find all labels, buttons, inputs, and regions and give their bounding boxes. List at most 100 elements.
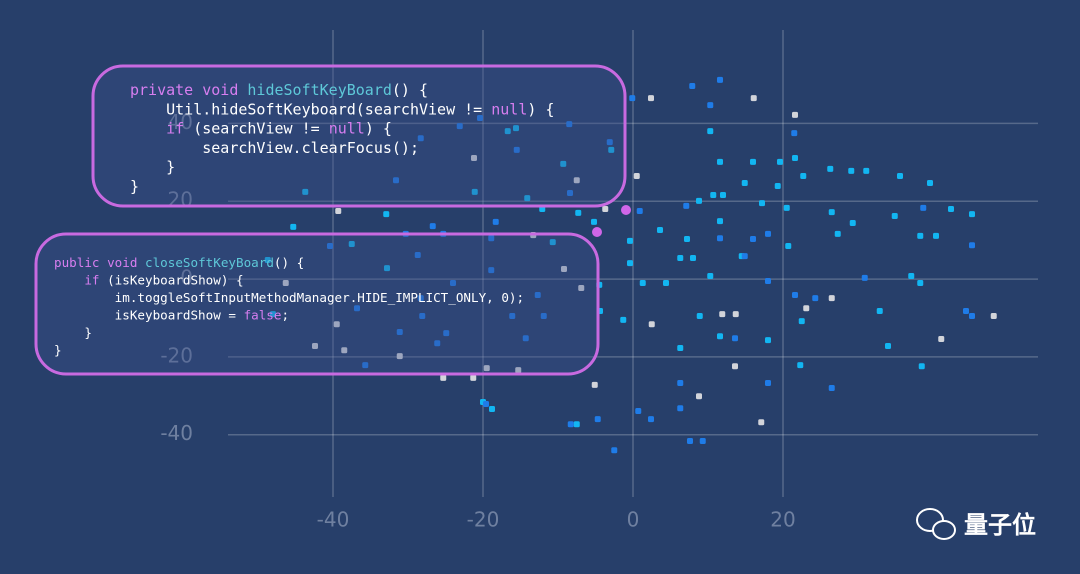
point (362, 362, 369, 369)
code-token: } (130, 158, 175, 176)
point (800, 172, 807, 179)
code-token: null (329, 119, 365, 137)
code-token: ) { (527, 100, 554, 118)
point (885, 343, 891, 350)
point (717, 76, 723, 83)
point (948, 206, 954, 213)
point (477, 114, 483, 121)
x-tick-label: -20 (467, 508, 500, 532)
point (696, 313, 703, 320)
point (920, 204, 927, 211)
point (417, 135, 424, 142)
point (396, 328, 403, 335)
point (414, 251, 421, 258)
point (492, 218, 499, 225)
point (765, 230, 771, 237)
point (611, 447, 618, 454)
point (848, 167, 855, 174)
point (573, 421, 580, 428)
point (677, 379, 684, 386)
y-tick-label: 20 (168, 188, 193, 212)
point (917, 279, 924, 286)
point (608, 146, 615, 153)
point (648, 416, 654, 423)
point (561, 265, 567, 272)
code-token: Util.hideSoftKeyboard(searchView != (130, 100, 491, 118)
point (383, 211, 390, 218)
point (663, 279, 669, 286)
point (648, 95, 654, 102)
code-token: isKeyboardShow = (54, 307, 244, 322)
point (620, 316, 627, 323)
point (629, 95, 636, 102)
point (707, 272, 714, 279)
point (578, 285, 585, 292)
code-token: (searchView != (184, 119, 329, 137)
point (876, 307, 883, 314)
code-token: if (54, 272, 100, 287)
point (719, 311, 726, 318)
point (963, 307, 969, 314)
point (384, 265, 390, 272)
point (575, 209, 582, 216)
y-tick-label: -20 (160, 343, 193, 367)
point (827, 165, 834, 172)
point (792, 111, 798, 118)
point (429, 223, 436, 230)
point (567, 421, 574, 428)
point (812, 295, 819, 302)
point (792, 292, 798, 299)
point (741, 179, 748, 186)
point (792, 155, 798, 162)
point (470, 374, 477, 381)
point (657, 227, 663, 234)
point (791, 130, 798, 137)
code-token: private void (130, 81, 247, 99)
point (627, 237, 633, 244)
watermark: 量子位 (964, 511, 1036, 539)
point (696, 197, 702, 204)
point (765, 379, 771, 386)
point (504, 128, 511, 135)
point (312, 343, 318, 350)
point (515, 367, 522, 374)
point (341, 347, 348, 354)
point (828, 209, 835, 216)
point (348, 241, 355, 248)
point (750, 235, 756, 242)
code-token: } (130, 177, 139, 195)
code-box (91, 64, 627, 208)
code-token: () { (274, 255, 304, 270)
y-tick-label: 40 (168, 110, 193, 134)
point (798, 318, 805, 325)
code-line: private void hideSoftKeyBoard() { (130, 81, 428, 99)
point (264, 256, 271, 263)
point (849, 220, 856, 227)
point (513, 146, 520, 153)
x-tick-label: -40 (317, 508, 350, 532)
point (635, 407, 642, 414)
code-token: } (54, 342, 62, 357)
point (696, 393, 702, 400)
point (750, 158, 756, 165)
point (777, 158, 783, 165)
point (677, 344, 684, 351)
point (707, 128, 714, 135)
point (483, 365, 490, 372)
point (732, 311, 739, 318)
point (488, 267, 495, 274)
code-line: im.toggleSoftInputMethodManager.HIDE_IMP… (54, 290, 524, 305)
point (710, 192, 717, 199)
code-token: public void (54, 255, 145, 270)
point (969, 211, 975, 218)
point (969, 313, 975, 320)
point (828, 295, 835, 302)
code-line: Util.hideSoftKeyboard(searchView != null… (130, 100, 554, 118)
point (677, 255, 684, 262)
code-token: searchView.clearFocus(); (130, 138, 419, 156)
point (627, 260, 633, 267)
point (488, 235, 495, 242)
code-token: closeSoftKeyBoard (145, 255, 274, 270)
point (918, 363, 925, 370)
